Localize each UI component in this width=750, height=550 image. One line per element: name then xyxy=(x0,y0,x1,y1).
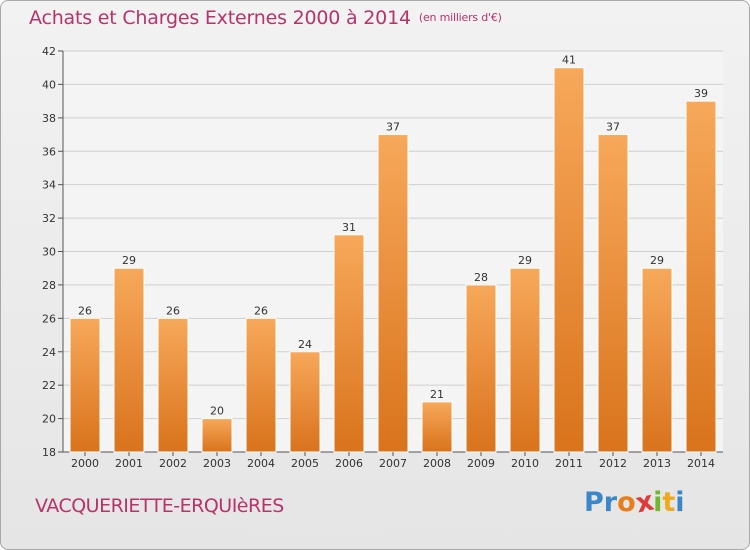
x-tick-label: 2008 xyxy=(423,457,451,470)
y-tick-label: 18 xyxy=(42,446,56,459)
bar xyxy=(113,267,145,453)
logo-letter: t xyxy=(662,487,676,518)
x-tick-label: 2007 xyxy=(379,457,407,470)
bar-value-label: 29 xyxy=(122,254,136,267)
x-tick-label: 2000 xyxy=(71,457,99,470)
bar xyxy=(421,401,453,453)
bar-value-label: 37 xyxy=(606,121,620,134)
x-tick-label: 2004 xyxy=(247,457,275,470)
bar xyxy=(465,284,497,453)
logo-letter: i xyxy=(675,487,685,518)
y-tick-label: 40 xyxy=(42,78,56,91)
bar xyxy=(597,134,629,453)
x-tick-label: 2003 xyxy=(203,457,231,470)
bar xyxy=(157,317,189,453)
bar-value-label: 37 xyxy=(386,121,400,134)
y-tick-label: 22 xyxy=(42,379,56,392)
y-tick-label: 36 xyxy=(42,145,56,158)
bar-value-label: 21 xyxy=(430,388,444,401)
chart-title-text: Achats et Charges Externes 2000 à 2014 xyxy=(29,7,411,29)
chart-subtitle: (en milliers d'€) xyxy=(418,11,502,24)
bar xyxy=(333,234,365,453)
bar xyxy=(553,67,585,453)
x-tick-label: 2001 xyxy=(115,457,143,470)
chart-title: Achats et Charges Externes 2000 à 2014 (e… xyxy=(29,7,502,29)
bar xyxy=(641,267,673,453)
y-tick-label: 38 xyxy=(42,112,56,125)
y-tick-label: 20 xyxy=(42,413,56,426)
bar-value-label: 41 xyxy=(562,54,576,67)
commune-name: VACQUERIETTE-ERQUIèRES xyxy=(35,495,284,517)
bar-value-label: 26 xyxy=(254,304,268,317)
bar-value-label: 20 xyxy=(210,405,224,418)
logo-letter: i xyxy=(653,487,663,518)
x-tick-label: 2011 xyxy=(555,457,583,470)
y-tick-label: 24 xyxy=(42,346,56,359)
bar-value-label: 26 xyxy=(78,304,92,317)
x-tick-label: 2005 xyxy=(291,457,319,470)
logo-letter: P xyxy=(584,487,604,518)
bar-value-label: 39 xyxy=(694,87,708,100)
y-tick-label: 26 xyxy=(42,312,56,325)
bar-value-label: 26 xyxy=(166,304,180,317)
bar-value-label: 31 xyxy=(342,221,356,234)
y-tick-label: 30 xyxy=(42,246,56,259)
x-tick-label: 2012 xyxy=(599,457,627,470)
x-tick-label: 2010 xyxy=(511,457,539,470)
bar-value-label: 29 xyxy=(518,254,532,267)
bar xyxy=(245,317,277,453)
proxiti-logo[interactable]: Proxiti xyxy=(584,486,685,520)
bar xyxy=(685,100,717,453)
y-tick-label: 34 xyxy=(42,179,56,192)
y-tick-label: 32 xyxy=(42,212,56,225)
bar xyxy=(289,351,321,453)
x-tick-label: 2014 xyxy=(687,457,715,470)
bar-value-label: 28 xyxy=(474,271,488,284)
logo-letter: r xyxy=(603,487,618,518)
bar xyxy=(509,267,541,453)
x-tick-label: 2013 xyxy=(643,457,671,470)
y-tick-label: 42 xyxy=(42,45,56,58)
y-tick-label: 28 xyxy=(42,279,56,292)
bar xyxy=(201,418,233,453)
x-tick-label: 2002 xyxy=(159,457,187,470)
logo-letter: o xyxy=(617,487,636,518)
bar-value-label: 29 xyxy=(650,254,664,267)
x-tick-label: 2006 xyxy=(335,457,363,470)
x-tick-label: 2009 xyxy=(467,457,495,470)
bar xyxy=(377,134,409,453)
bar-value-label: 24 xyxy=(298,338,312,351)
bar xyxy=(69,317,101,453)
